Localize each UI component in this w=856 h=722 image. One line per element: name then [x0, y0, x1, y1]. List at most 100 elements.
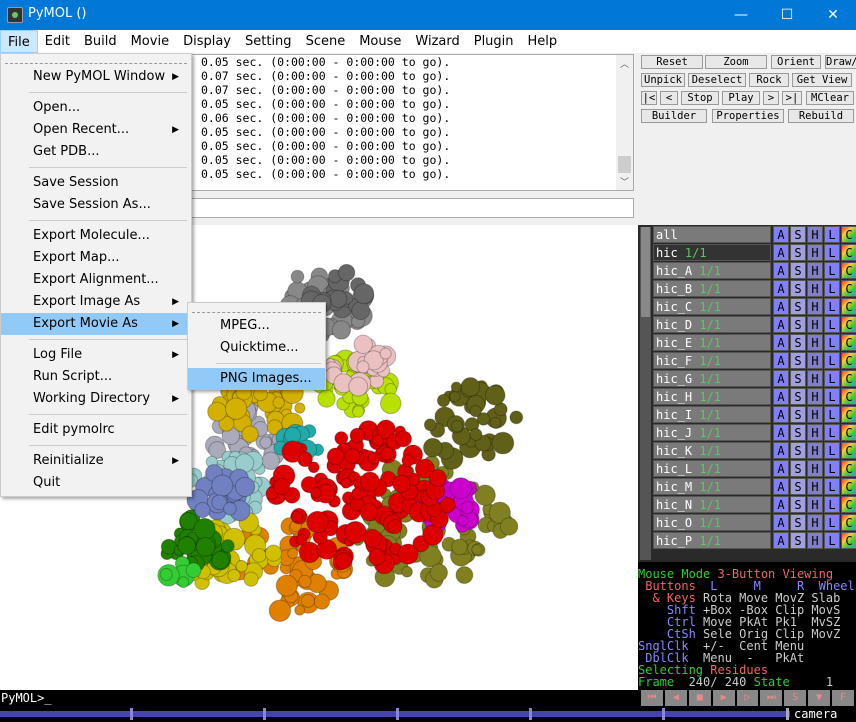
object-a-button[interactable]: A [773, 478, 789, 495]
log-scrollbar[interactable]: ︿ ﹀ [616, 55, 633, 190]
object-h-button[interactable]: H [807, 532, 823, 549]
object-name[interactable]: hic_B 1/1 [653, 280, 771, 297]
object-c-button[interactable]: C [841, 442, 856, 459]
object-name[interactable]: hic 1/1 [653, 244, 771, 261]
toggle-panel-button[interactable]: ▼ [808, 690, 831, 706]
object-a-button[interactable]: A [773, 280, 789, 297]
menu-help[interactable]: Help [527, 34, 558, 49]
menu-item-run-script[interactable]: Run Script... [1, 366, 191, 388]
object-name[interactable]: hic_H 1/1 [653, 388, 771, 405]
play-button[interactable]: ▶ [712, 690, 735, 706]
object-s-button[interactable]: S [790, 478, 806, 495]
object-a-button[interactable]: A [773, 334, 789, 351]
object-c-button[interactable]: C [841, 334, 856, 351]
menu-item-export-map[interactable]: Export Map... [1, 247, 191, 269]
object-l-button[interactable]: L [824, 388, 840, 405]
object-name[interactable]: hic_C 1/1 [653, 298, 771, 315]
object-a-button[interactable]: A [773, 352, 789, 369]
object-a-button[interactable]: A [773, 226, 789, 243]
btn-properties[interactable]: Properties [712, 109, 784, 123]
btn-drawray[interactable]: Draw/Ray ▾ [825, 55, 856, 69]
menu-item-log-file[interactable]: Log File ▶ [1, 344, 191, 366]
object-name[interactable]: hic_K 1/1 [653, 442, 771, 459]
object-name[interactable]: hic_G 1/1 [653, 370, 771, 387]
object-name[interactable]: hic_O 1/1 [653, 514, 771, 531]
object-c-button[interactable]: C [841, 370, 856, 387]
object-l-button[interactable]: L [824, 352, 840, 369]
btn-deselect[interactable]: Deselect [688, 73, 746, 87]
menu-item-working-directory[interactable]: Working Directory ▶ [1, 388, 191, 410]
object-h-button[interactable]: H [807, 370, 823, 387]
btn-rebuild[interactable]: Rebuild [788, 109, 854, 123]
prev-frame-button[interactable]: ◀ [664, 690, 687, 706]
object-c-button[interactable]: C [841, 532, 856, 549]
object-l-button[interactable]: L [824, 424, 840, 441]
stop-button[interactable]: ■ [688, 690, 711, 706]
object-name[interactable]: hic_A 1/1 [653, 262, 771, 279]
object-l-button[interactable]: L [824, 262, 840, 279]
object-s-button[interactable]: S [790, 406, 806, 423]
object-name[interactable]: hic_M 1/1 [653, 478, 771, 495]
object-h-button[interactable]: H [807, 406, 823, 423]
menu-setting[interactable]: Setting [245, 34, 292, 49]
object-name[interactable]: hic_J 1/1 [653, 424, 771, 441]
btn-play[interactable]: Play [722, 91, 760, 105]
object-h-button[interactable]: H [807, 262, 823, 279]
fullscreen-button[interactable]: F [832, 690, 855, 706]
btn-zoom[interactable]: Zoom [705, 55, 767, 69]
minimize-button[interactable]: — [734, 7, 748, 23]
scene-button[interactable]: S [784, 690, 807, 706]
btn-rock[interactable]: Rock [749, 73, 789, 87]
object-c-button[interactable]: C [841, 298, 856, 315]
btn-orient[interactable]: Orient [771, 55, 821, 69]
menu-item-export-image-as[interactable]: Export Image As ▶ [1, 291, 191, 313]
object-s-button[interactable]: S [790, 532, 806, 549]
btn->[interactable]: > [763, 91, 779, 105]
object-s-button[interactable]: S [790, 460, 806, 477]
object-row-hic_P[interactable]: hic_P 1/1 A S H L C [653, 532, 856, 549]
object-h-button[interactable]: H [807, 334, 823, 351]
object-row-hic_A[interactable]: hic_A 1/1 A S H L C [653, 262, 856, 279]
object-h-button[interactable]: H [807, 316, 823, 333]
btn-<[interactable]: < [660, 91, 678, 105]
object-row-hic_M[interactable]: hic_M 1/1 A S H L C [653, 478, 856, 495]
menu-item-export-movie-as[interactable]: Export Movie As ▶ [1, 313, 191, 335]
object-s-button[interactable]: S [790, 496, 806, 513]
first-frame-button[interactable]: ⏮ [641, 690, 663, 706]
object-a-button[interactable]: A [773, 532, 789, 549]
object-l-button[interactable]: L [824, 460, 840, 477]
object-c-button[interactable]: C [841, 262, 856, 279]
object-c-button[interactable]: C [841, 352, 856, 369]
object-c-button[interactable]: C [841, 244, 856, 261]
menu-display[interactable]: Display [183, 34, 231, 49]
object-s-button[interactable]: S [790, 388, 806, 405]
btn->|[interactable]: >| [782, 91, 802, 105]
object-name[interactable]: hic_P 1/1 [653, 532, 771, 549]
object-c-button[interactable]: C [841, 514, 856, 531]
menu-item-open-recent[interactable]: Open Recent... ▶ [1, 119, 191, 141]
object-s-button[interactable]: S [790, 442, 806, 459]
object-s-button[interactable]: S [790, 298, 806, 315]
object-h-button[interactable]: H [807, 298, 823, 315]
menu-mouse[interactable]: Mouse [359, 34, 402, 49]
object-l-button[interactable]: L [824, 514, 840, 531]
object-row-hic_G[interactable]: hic_G 1/1 A S H L C [653, 370, 856, 387]
menu-plugin[interactable]: Plugin [473, 34, 514, 49]
menu-item-quit[interactable]: Quit [1, 472, 191, 494]
btn-reset[interactable]: Reset [641, 55, 703, 69]
object-h-button[interactable]: H [807, 460, 823, 477]
object-s-button[interactable]: S [790, 370, 806, 387]
menu-build[interactable]: Build [83, 34, 117, 49]
command-input[interactable] [190, 198, 634, 218]
object-name[interactable]: all [653, 226, 771, 243]
object-a-button[interactable]: A [773, 442, 789, 459]
scroll-up-icon[interactable]: ︿ [619, 60, 629, 70]
object-name[interactable]: hic_D 1/1 [653, 316, 771, 333]
object-s-button[interactable]: S [790, 280, 806, 297]
object-name[interactable]: hic_N 1/1 [653, 496, 771, 513]
object-c-button[interactable]: C [841, 460, 856, 477]
object-h-button[interactable]: H [807, 496, 823, 513]
object-name[interactable]: hic_F 1/1 [653, 352, 771, 369]
object-row-hic_E[interactable]: hic_E 1/1 A S H L C [653, 334, 856, 351]
object-l-button[interactable]: L [824, 298, 840, 315]
